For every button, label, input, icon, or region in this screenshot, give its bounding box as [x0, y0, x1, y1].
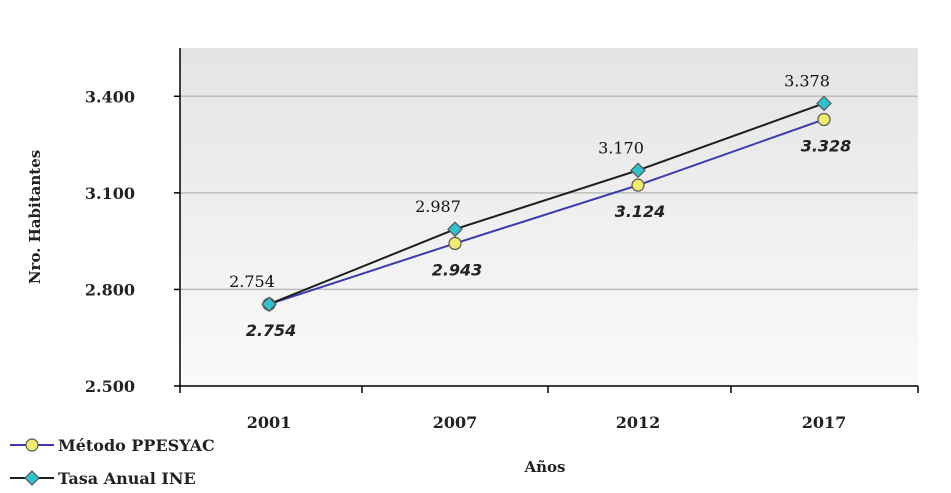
legend-item-ine: Tasa Anual INE [10, 469, 196, 488]
data-label-metodo: 3.328 [801, 136, 852, 155]
y-tick-label: 2.500 [85, 377, 135, 396]
x-tick-label: 2012 [616, 413, 661, 432]
data-label-metodo: 2.754 [246, 321, 297, 340]
legend-label-ine: Tasa Anual INE [58, 469, 196, 488]
y-axis-title: Nro. Habitantes [26, 150, 44, 284]
point-metodo [448, 236, 462, 250]
point-metodo [631, 178, 645, 192]
point-metodo [817, 112, 831, 127]
legend-marker-metodo [25, 438, 39, 452]
legend-item-metodo: Método PPESYAC [10, 436, 215, 455]
x-tick-label: 2017 [802, 413, 847, 432]
point-ine [816, 95, 832, 112]
y-tick-label: 3.100 [85, 184, 135, 203]
x-tick-label: 2007 [433, 413, 478, 432]
legend-marker-ine [24, 470, 40, 486]
data-label-metodo: 2.943 [432, 260, 483, 279]
series-line-ine [268, 102, 825, 306]
data-label-metodo: 3.124 [615, 202, 666, 221]
plot-area [180, 48, 918, 386]
legend-label-metodo: Método PPESYAC [58, 436, 215, 455]
x-tick-label: 2001 [247, 413, 292, 432]
y-tick-label: 3.400 [85, 87, 135, 106]
data-label-ine: 2.987 [415, 197, 461, 216]
series-line-metodo [268, 118, 825, 306]
data-label-ine: 3.378 [784, 71, 830, 90]
point-ine [630, 162, 646, 179]
point-ine [261, 296, 277, 313]
y-tick-label: 2.800 [85, 280, 135, 299]
x-axis-title: Años [524, 458, 566, 476]
legend: Método PPESYAC Tasa Anual INE [10, 436, 215, 488]
data-label-ine: 2.754 [229, 272, 275, 291]
point-ine [447, 221, 463, 238]
data-label-ine: 3.170 [598, 138, 644, 157]
